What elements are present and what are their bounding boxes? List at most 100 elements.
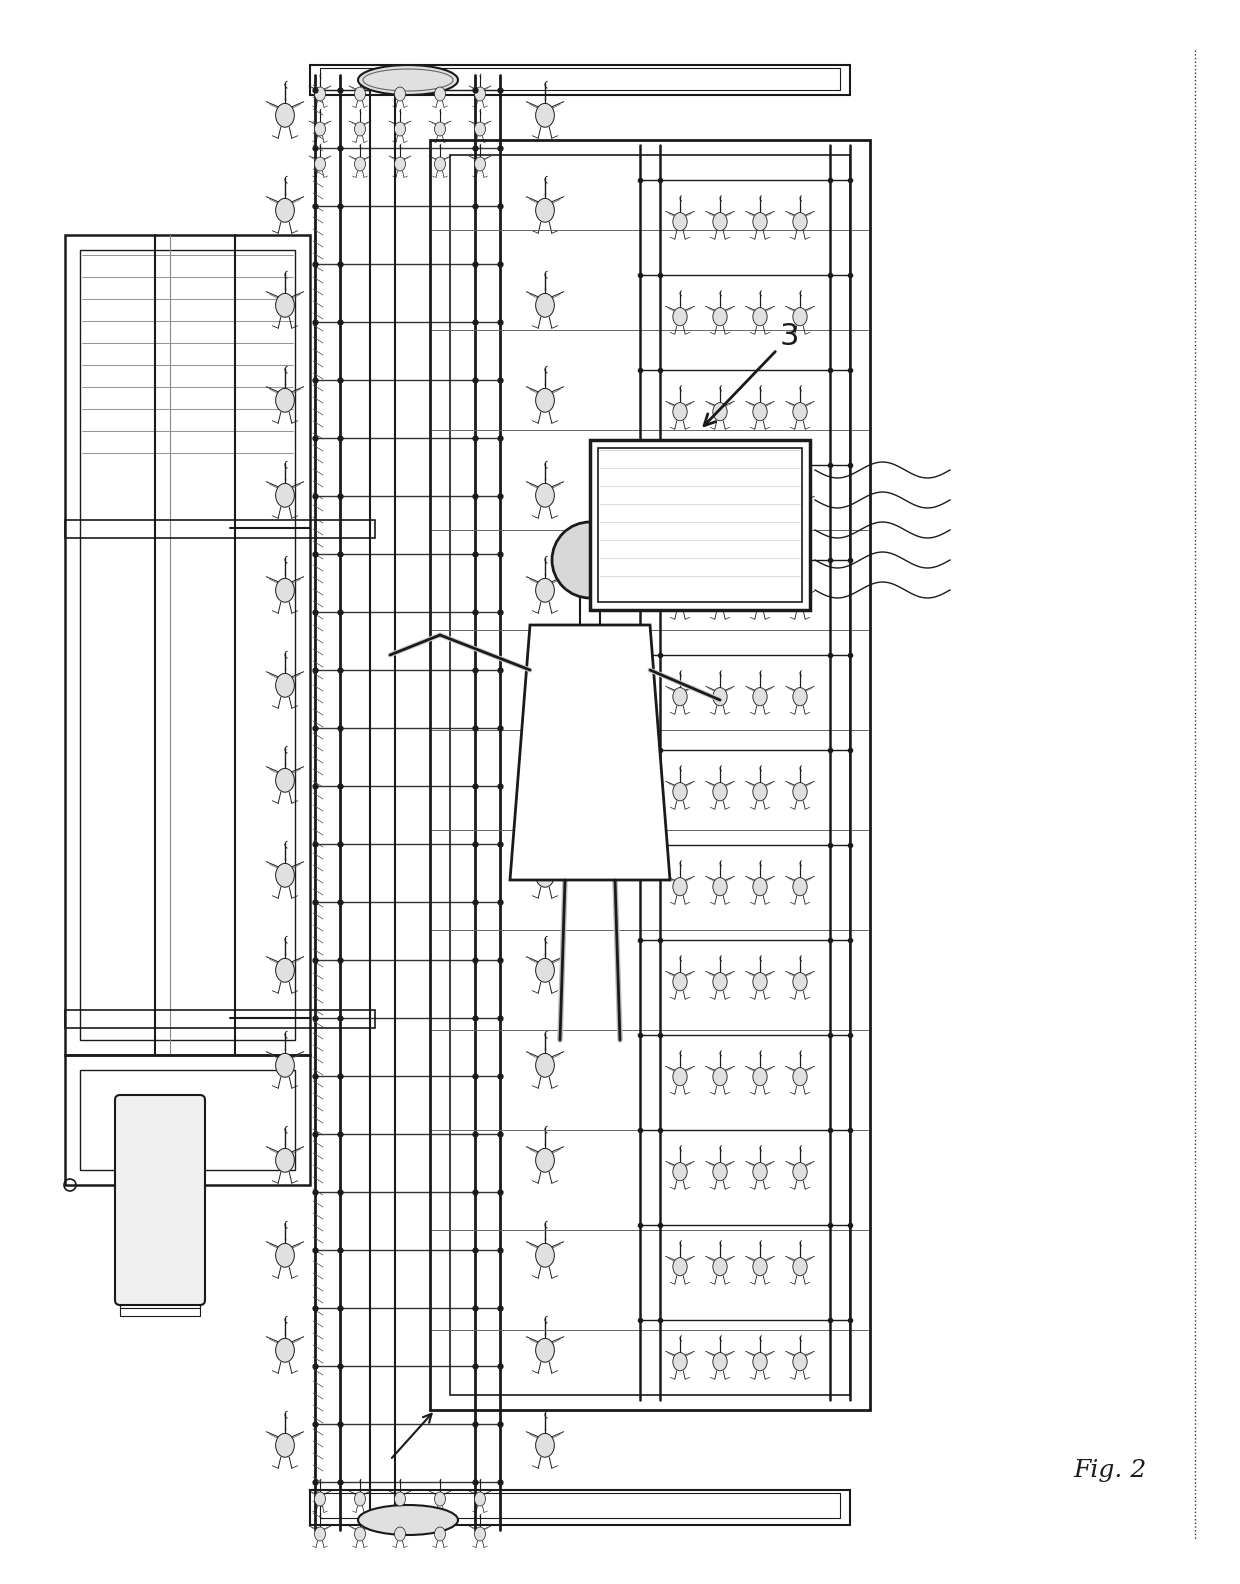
Bar — [120, 1107, 200, 1308]
Ellipse shape — [792, 687, 807, 706]
Ellipse shape — [394, 1527, 405, 1541]
Ellipse shape — [315, 1527, 325, 1541]
Ellipse shape — [753, 212, 768, 231]
Ellipse shape — [358, 65, 458, 95]
Bar — [81, 1071, 295, 1171]
Ellipse shape — [753, 878, 768, 897]
Ellipse shape — [792, 212, 807, 231]
Ellipse shape — [275, 103, 294, 127]
Ellipse shape — [713, 592, 727, 611]
Bar — [310, 65, 849, 95]
Ellipse shape — [753, 1068, 768, 1085]
Ellipse shape — [673, 973, 687, 992]
Ellipse shape — [434, 122, 445, 136]
Ellipse shape — [275, 1338, 294, 1362]
Ellipse shape — [536, 958, 554, 982]
Ellipse shape — [713, 782, 727, 802]
Bar — [81, 250, 295, 1041]
Ellipse shape — [536, 1148, 554, 1172]
Bar — [120, 1099, 200, 1300]
Ellipse shape — [753, 592, 768, 611]
Ellipse shape — [753, 1163, 768, 1180]
Ellipse shape — [355, 87, 366, 101]
Ellipse shape — [355, 1492, 366, 1506]
Ellipse shape — [673, 1258, 687, 1275]
Ellipse shape — [673, 782, 687, 802]
Ellipse shape — [394, 1492, 405, 1506]
Ellipse shape — [753, 687, 768, 706]
Ellipse shape — [394, 157, 405, 171]
Ellipse shape — [673, 687, 687, 706]
Ellipse shape — [536, 293, 554, 317]
Bar — [430, 139, 870, 1410]
Bar — [64, 520, 374, 539]
Ellipse shape — [792, 402, 807, 421]
Ellipse shape — [713, 687, 727, 706]
Ellipse shape — [792, 592, 807, 611]
Ellipse shape — [792, 878, 807, 897]
Ellipse shape — [673, 497, 687, 516]
Ellipse shape — [673, 1068, 687, 1085]
Bar — [590, 440, 810, 610]
Ellipse shape — [792, 1163, 807, 1180]
Ellipse shape — [536, 1243, 554, 1267]
Bar — [64, 1011, 374, 1028]
Ellipse shape — [536, 483, 554, 507]
Ellipse shape — [275, 483, 294, 507]
Ellipse shape — [275, 958, 294, 982]
Bar — [450, 155, 849, 1396]
Ellipse shape — [536, 673, 554, 697]
Ellipse shape — [475, 157, 486, 171]
Bar — [64, 1055, 310, 1185]
Ellipse shape — [536, 388, 554, 412]
Ellipse shape — [275, 293, 294, 317]
Ellipse shape — [713, 878, 727, 897]
Ellipse shape — [713, 1163, 727, 1180]
Ellipse shape — [713, 212, 727, 231]
Ellipse shape — [753, 973, 768, 992]
Ellipse shape — [753, 1258, 768, 1275]
Ellipse shape — [713, 1068, 727, 1085]
Ellipse shape — [753, 307, 768, 326]
Ellipse shape — [434, 87, 445, 101]
Ellipse shape — [713, 307, 727, 326]
Ellipse shape — [475, 122, 486, 136]
FancyBboxPatch shape — [115, 1095, 205, 1305]
Ellipse shape — [713, 1353, 727, 1370]
Ellipse shape — [355, 1527, 366, 1541]
Ellipse shape — [753, 782, 768, 802]
Ellipse shape — [475, 1492, 486, 1506]
Ellipse shape — [434, 1527, 445, 1541]
Ellipse shape — [536, 863, 554, 887]
Ellipse shape — [673, 878, 687, 897]
Text: Fig. 2: Fig. 2 — [1074, 1459, 1147, 1481]
Ellipse shape — [355, 157, 366, 171]
Ellipse shape — [315, 122, 325, 136]
Circle shape — [553, 523, 627, 597]
Ellipse shape — [394, 122, 405, 136]
Ellipse shape — [753, 497, 768, 516]
Ellipse shape — [275, 768, 294, 792]
Ellipse shape — [713, 402, 727, 421]
Ellipse shape — [536, 578, 554, 602]
Ellipse shape — [713, 973, 727, 992]
Ellipse shape — [275, 198, 294, 222]
Ellipse shape — [792, 973, 807, 992]
Ellipse shape — [275, 578, 294, 602]
Ellipse shape — [536, 103, 554, 127]
Ellipse shape — [358, 1505, 458, 1535]
Ellipse shape — [673, 1163, 687, 1180]
Bar — [120, 1117, 200, 1316]
Ellipse shape — [275, 673, 294, 697]
Ellipse shape — [792, 1068, 807, 1085]
Ellipse shape — [275, 863, 294, 887]
Bar — [320, 68, 839, 90]
Ellipse shape — [673, 212, 687, 231]
Ellipse shape — [792, 1258, 807, 1275]
Bar — [64, 234, 310, 1055]
Ellipse shape — [713, 497, 727, 516]
Ellipse shape — [792, 782, 807, 802]
Polygon shape — [510, 626, 670, 881]
Ellipse shape — [475, 1527, 486, 1541]
Bar — [320, 1494, 839, 1517]
